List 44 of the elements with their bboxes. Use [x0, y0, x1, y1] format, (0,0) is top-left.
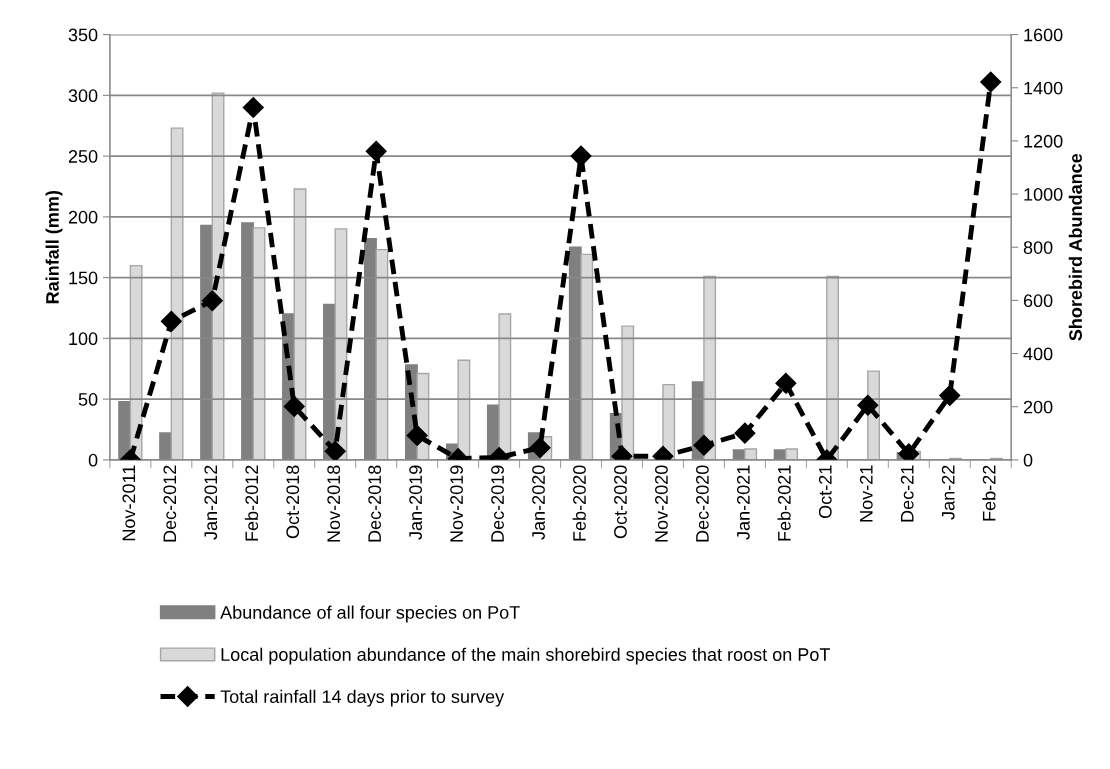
x-tick-label: Feb-2012 [244, 465, 259, 541]
y-tick-label: 350 [68, 28, 98, 42]
y-tick-label: 250 [68, 150, 98, 163]
x-tick-label: Dec-2018 [368, 465, 382, 542]
x-tick-label: Oct-2020 [614, 465, 627, 539]
y2-tick-label: 400 [1023, 347, 1053, 361]
y-tick-label: 0 [88, 453, 98, 467]
y2-tick-label: 800 [1023, 241, 1053, 254]
y-tick-label: 200 [68, 210, 98, 224]
x-tick-label: Nov-21 [859, 465, 873, 522]
y2-tick-label: 1600 [1024, 28, 1063, 42]
x-tick-label: Jan-22 [941, 465, 955, 520]
x-tick-label: Nov-2018 [327, 465, 341, 542]
x-tick-label: Feb-22 [982, 465, 996, 521]
y2-tick-label: 200 [1023, 400, 1053, 414]
legend-label: Total rainfall 14 days prior to survey [220, 689, 505, 707]
x-tick-label: Oct-21 [818, 465, 832, 519]
x-tick-label: Dec-21 [900, 465, 914, 522]
y2-tick-label: 0 [1023, 453, 1033, 467]
x-tick-label: Jan-2021 [736, 465, 750, 540]
legend-label: Abundance of all four species on PoT [220, 605, 520, 623]
x-tick-label: Feb-2021 [777, 465, 791, 541]
y2-tick-label: 1200 [1024, 134, 1063, 148]
x-tick-label: Nov-2020 [655, 465, 668, 542]
x-tick-label: Nov-2011 [122, 465, 136, 541]
legend-label: Local population abundance of the main shorebird species that roost on PoT [221, 647, 830, 665]
x-tick-label: Oct-2018 [286, 465, 300, 539]
x-tick-label: Nov-2019 [450, 465, 463, 542]
x-tick-label: Feb-2020 [572, 465, 586, 541]
y-tick-label: 50 [78, 393, 98, 406]
x-tick-label: Dec-2020 [696, 465, 709, 542]
y-tick-label: 300 [68, 89, 98, 103]
y2-tick-label: 1400 [1024, 81, 1063, 95]
y-tick-label: 150 [69, 271, 98, 285]
y-axis-title: Rainfall (mm) [45, 190, 63, 304]
x-tick-label: Jan-2020 [532, 465, 545, 540]
x-tick-label: Dec-2012 [163, 465, 177, 542]
x-tick-label: Dec-2019 [491, 465, 504, 542]
y2-tick-label: 600 [1023, 294, 1053, 308]
x-tick-label: Jan-2019 [409, 465, 422, 540]
y-tick-label: 100 [69, 332, 98, 346]
x-tick-label: Jan-2012 [204, 465, 218, 540]
y2-tick-label: 1000 [1024, 188, 1063, 201]
y2-axis-title: Shorebird Abundance [1068, 153, 1082, 341]
